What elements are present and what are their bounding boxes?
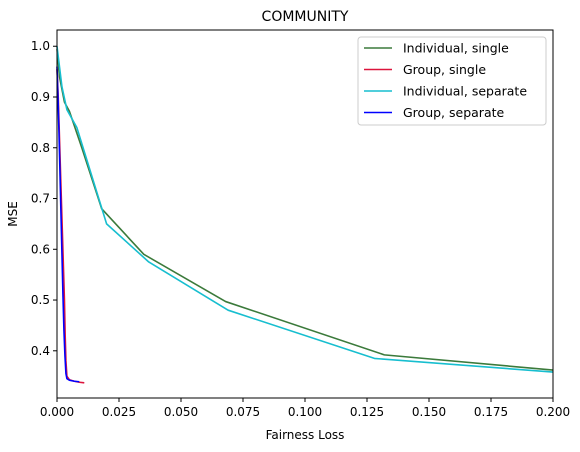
x-tick-label: 0.050 xyxy=(164,405,198,419)
y-axis: 0.4 0.5 0.6 0.7 0.8 0.9 1.0 xyxy=(31,39,57,358)
series-line-4 xyxy=(56,66,80,383)
y-tick-label: 0.8 xyxy=(31,141,50,155)
x-tick-label: 0.200 xyxy=(536,405,570,419)
x-tick-label: 0.175 xyxy=(474,405,508,419)
x-tick-label: 0.100 xyxy=(288,405,322,419)
x-tick-label: 0.075 xyxy=(226,405,260,419)
x-tick-label: 0.000 xyxy=(40,405,74,419)
y-tick-label: 0.9 xyxy=(31,90,50,104)
legend-label: Individual, separate xyxy=(403,84,527,99)
y-tick-label: 0.4 xyxy=(31,344,50,358)
legend-label: Group, separate xyxy=(403,105,504,120)
legend: Individual, single Group, single Individua… xyxy=(357,36,547,126)
series-line-3 xyxy=(56,46,554,373)
y-tick-label: 0.7 xyxy=(31,192,50,206)
legend-box xyxy=(357,36,547,126)
legend-label: Individual, single xyxy=(403,41,509,56)
x-axis: 0.000 0.025 0.050 0.075 0.100 0.125 0.150 0.175… xyxy=(40,398,570,419)
chart-title: COMMUNITY xyxy=(262,9,349,25)
x-tick-label: 0.150 xyxy=(412,405,446,419)
x-tick-label: 0.125 xyxy=(350,405,384,419)
series-layer xyxy=(56,46,554,384)
x-axis-title: Fairness Loss xyxy=(266,428,345,442)
y-tick-label: 1.0 xyxy=(31,39,50,53)
y-axis-title: MSE xyxy=(6,201,20,227)
legend-label: Group, single xyxy=(403,62,486,77)
x-tick-label: 0.025 xyxy=(102,405,136,419)
y-tick-label: 0.5 xyxy=(31,293,50,307)
y-tick-label: 0.6 xyxy=(31,242,50,256)
